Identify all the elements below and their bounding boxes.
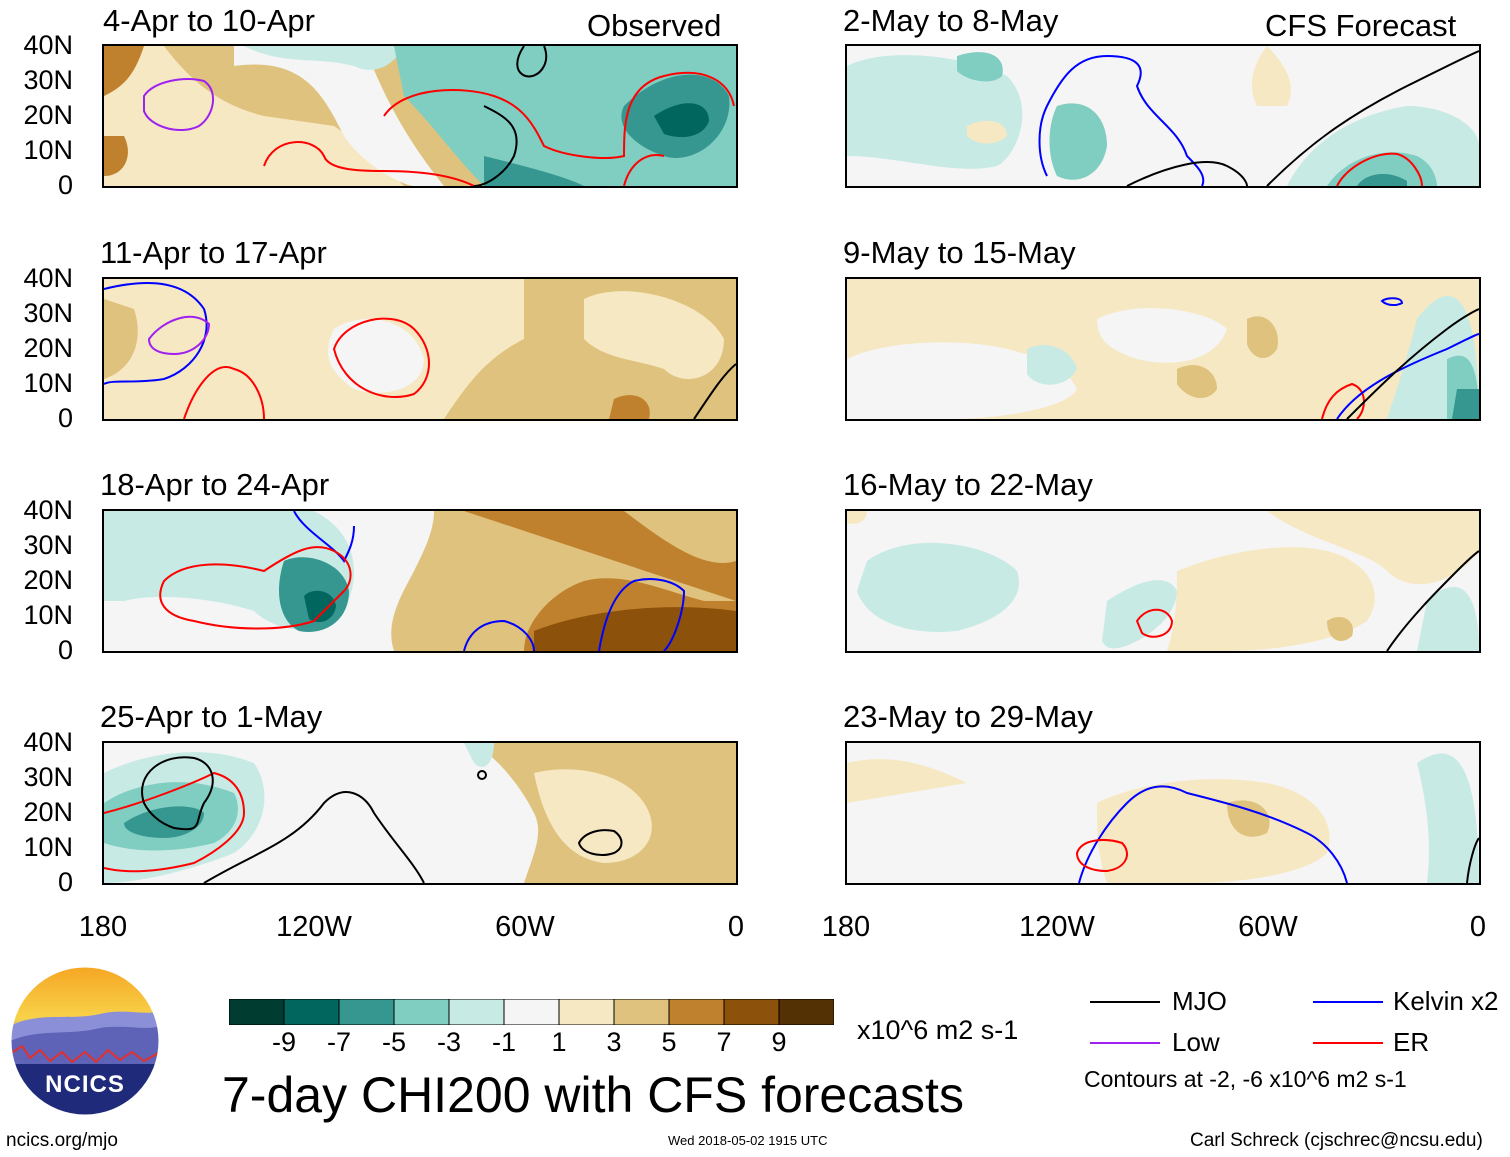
colorbar-tick-label: -5 <box>381 1027 407 1057</box>
colorbar-swatch <box>503 998 560 1026</box>
panel-title-right-2: 9-May to 15-May <box>843 235 1076 270</box>
footer-timestamp: Wed 2018-05-02 1915 UTC <box>668 1133 828 1148</box>
lat-label: 30N <box>23 65 73 95</box>
colorbar-tick-label: -1 <box>491 1027 517 1057</box>
lon-label-right-0: 0 <box>1469 911 1487 943</box>
lon-label-left-0: 0 <box>727 911 745 943</box>
colorbar <box>228 998 835 1026</box>
map-panel-left-4 <box>102 741 738 885</box>
panel-title-right-4: 23-May to 29-May <box>843 699 1093 734</box>
colorbar-swatch <box>448 998 505 1026</box>
colorbar-tick-label: -7 <box>326 1027 352 1057</box>
map-panel-right-2 <box>845 277 1481 421</box>
logo-text: NCICS <box>45 1071 125 1098</box>
lat-label: 10N <box>23 600 73 630</box>
legend-line-er <box>1313 1042 1383 1044</box>
panel-title-left-4: 25-Apr to 1-May <box>100 699 323 734</box>
map-panel-right-4 <box>845 741 1481 885</box>
lon-label-right-120w: 120W <box>1019 911 1095 943</box>
colorbar-swatch <box>393 998 450 1026</box>
colorbar-tick-label: -9 <box>271 1027 297 1057</box>
panel-title-left-2: 11-Apr to 17-Apr <box>100 235 327 270</box>
lat-label: 20N <box>23 333 73 363</box>
footer-credit: Carl Schreck (cjschrec@ncsu.edu) <box>1190 1130 1483 1151</box>
legend-line-low <box>1090 1042 1160 1044</box>
lat-label: 10N <box>23 135 73 165</box>
colorbar-swatch <box>228 998 285 1026</box>
ncics-logo: NCICS <box>10 966 160 1116</box>
legend-label-mjo: MJO <box>1172 986 1227 1016</box>
map-panel-left-3 <box>102 509 738 653</box>
legend-line-mjo <box>1090 1001 1160 1003</box>
legend-label-low: Low <box>1172 1027 1220 1057</box>
colorbar-tick-label: 1 <box>551 1027 567 1057</box>
map-panel-left-2 <box>102 277 738 421</box>
lat-label: 30N <box>23 762 73 792</box>
lon-label-left-120w: 120W <box>276 911 352 943</box>
colorbar-tick-label: -3 <box>436 1027 462 1057</box>
legend-note: Contours at -2, -6 x10^6 m2 s-1 <box>1084 1066 1407 1092</box>
lat-label: 0 <box>57 635 73 665</box>
lat-label: 40N <box>23 495 73 525</box>
lat-label: 20N <box>23 100 73 130</box>
legend-label-er: ER <box>1393 1027 1430 1057</box>
footer-url: ncics.org/mjo <box>6 1130 118 1151</box>
panel-title-right-1: 2-May to 8-May <box>843 3 1059 38</box>
colorbar-swatch <box>723 998 780 1026</box>
main-title: 7-day CHI200 with CFS forecasts <box>222 1067 964 1123</box>
legend-line-kelvin <box>1313 1001 1383 1003</box>
panel-title-right-3: 16-May to 22-May <box>843 467 1093 502</box>
lat-label: 20N <box>23 797 73 827</box>
colorbar-units: x10^6 m2 s-1 <box>857 1015 1019 1045</box>
colorbar-swatch <box>778 998 835 1026</box>
lon-label-left-180: 180 <box>78 911 128 943</box>
lat-label: 40N <box>23 727 73 757</box>
colorbar-tick-label: 3 <box>606 1027 622 1057</box>
colorbar-swatch <box>613 998 670 1026</box>
lat-label: 40N <box>23 263 73 293</box>
lat-label: 40N <box>23 30 73 60</box>
colorbar-swatch <box>558 998 615 1026</box>
colorbar-tick-label: 9 <box>771 1027 787 1057</box>
colorbar-swatch <box>283 998 340 1026</box>
lat-label: 10N <box>23 368 73 398</box>
panel-title-left-3: 18-Apr to 24-Apr <box>100 467 330 502</box>
colorbar-tick-label: 5 <box>661 1027 677 1057</box>
map-panel-right-3 <box>845 509 1481 653</box>
observed-label: Observed <box>587 8 722 43</box>
lat-label: 0 <box>57 170 73 200</box>
colorbar-swatch <box>668 998 725 1026</box>
forecast-label: CFS Forecast <box>1265 8 1457 43</box>
lat-label: 0 <box>57 403 73 433</box>
lat-label: 20N <box>23 565 73 595</box>
lat-label: 30N <box>23 298 73 328</box>
map-panel-right-1 <box>845 44 1481 188</box>
lat-label: 10N <box>23 832 73 862</box>
map-panel-left-1 <box>102 44 738 188</box>
lon-label-right-180: 180 <box>821 911 871 943</box>
lat-label: 0 <box>57 867 73 897</box>
colorbar-swatch <box>338 998 395 1026</box>
lon-label-left-60w: 60W <box>495 911 555 943</box>
lon-label-right-60w: 60W <box>1238 911 1298 943</box>
lat-label: 30N <box>23 530 73 560</box>
panel-title-left-1: 4-Apr to 10-Apr <box>103 3 315 38</box>
colorbar-tick-label: 7 <box>716 1027 732 1057</box>
legend-label-kelvin: Kelvin x2 <box>1393 986 1499 1016</box>
